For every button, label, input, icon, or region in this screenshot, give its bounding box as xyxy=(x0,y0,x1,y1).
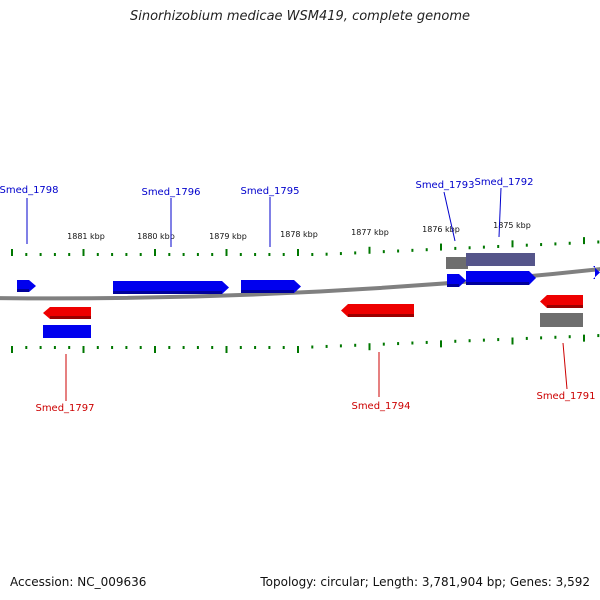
gene-arrow-smed-1791[interactable] xyxy=(540,295,583,308)
features xyxy=(43,253,583,338)
gene-arrow-smed-1797[interactable] xyxy=(43,307,91,319)
gene-arrow-smed-1798-shade xyxy=(17,289,29,292)
gene-arrow-smed-1796[interactable] xyxy=(113,281,229,294)
scale-label: 1878 kbp xyxy=(280,230,318,239)
scale-label: 1876 kbp xyxy=(422,225,460,234)
leader-line xyxy=(443,191,456,242)
gene-label-smed-1797[interactable]: Smed_1797 xyxy=(35,403,94,414)
scale-label: 1880 kbp xyxy=(137,232,175,241)
gene-arrow-smed-1795-shade xyxy=(241,290,294,293)
scale-label: 1875 kbp xyxy=(493,221,531,230)
scale-label: 1879 kbp xyxy=(209,232,247,241)
map-title: Sinorhizobium medicae WSM419, complete g… xyxy=(129,9,471,24)
gene-label-smed-1793[interactable]: Smed_1793 xyxy=(415,180,474,191)
leader-line xyxy=(562,342,568,390)
scale-labels: 1881 kbp 1880 kbp 1879 kbp 1878 kbp 1877 kbp… xyxy=(67,221,531,241)
feature-block[interactable] xyxy=(466,253,535,266)
feature-block[interactable] xyxy=(446,257,468,269)
gene-label-smed-1791[interactable]: Smed_1791 xyxy=(536,391,595,402)
gene-arrow-edge[interactable] xyxy=(593,266,600,279)
scale-ticks-top xyxy=(11,237,600,256)
gene-label-leaders xyxy=(26,187,568,401)
scale-label: 1877 kbp xyxy=(351,228,389,237)
scale-label: 1881 kbp xyxy=(67,232,105,241)
scale-ticks-bottom xyxy=(11,334,600,353)
gene-arrow-smed-1793[interactable] xyxy=(447,274,466,287)
gene-arrow-smed-1798[interactable] xyxy=(17,280,36,292)
gene-arrow-smed-1795[interactable] xyxy=(241,280,301,293)
gene-arrow-smed-1793-shade xyxy=(447,284,459,287)
leader-line xyxy=(498,187,502,238)
feature-block[interactable] xyxy=(43,325,91,338)
gene-label-smed-1792[interactable]: Smed_1792 xyxy=(474,177,533,188)
genes xyxy=(17,266,600,319)
gene-label-smed-1795[interactable]: Smed_1795 xyxy=(240,186,299,197)
gene-arrow-smed-1797-shade xyxy=(50,316,91,319)
accession-text: Accession: NC_009636 xyxy=(10,575,147,589)
gene-label-smed-1796[interactable]: Smed_1796 xyxy=(141,187,200,198)
gene-arrow-smed-1792[interactable] xyxy=(466,271,536,285)
gene-label-smed-1798[interactable]: Smed_1798 xyxy=(0,185,59,196)
gene-arrow-smed-1794-shade xyxy=(348,314,414,317)
gene-label-smed-1794[interactable]: Smed_1794 xyxy=(351,401,410,412)
gene-labels: Smed_1798 Smed_1797 Smed_1796 Smed_1795 Smed… xyxy=(0,177,596,414)
gene-arrow-smed-1796-shade xyxy=(113,291,222,294)
gene-arrow-smed-1791-shade xyxy=(547,305,583,308)
feature-block[interactable] xyxy=(540,313,583,327)
gene-arrow-smed-1792-shade xyxy=(466,282,529,285)
gene-arrow-smed-1794[interactable] xyxy=(341,304,414,317)
genome-summary-text: Topology: circular; Length: 3,781,904 bp… xyxy=(260,575,590,589)
